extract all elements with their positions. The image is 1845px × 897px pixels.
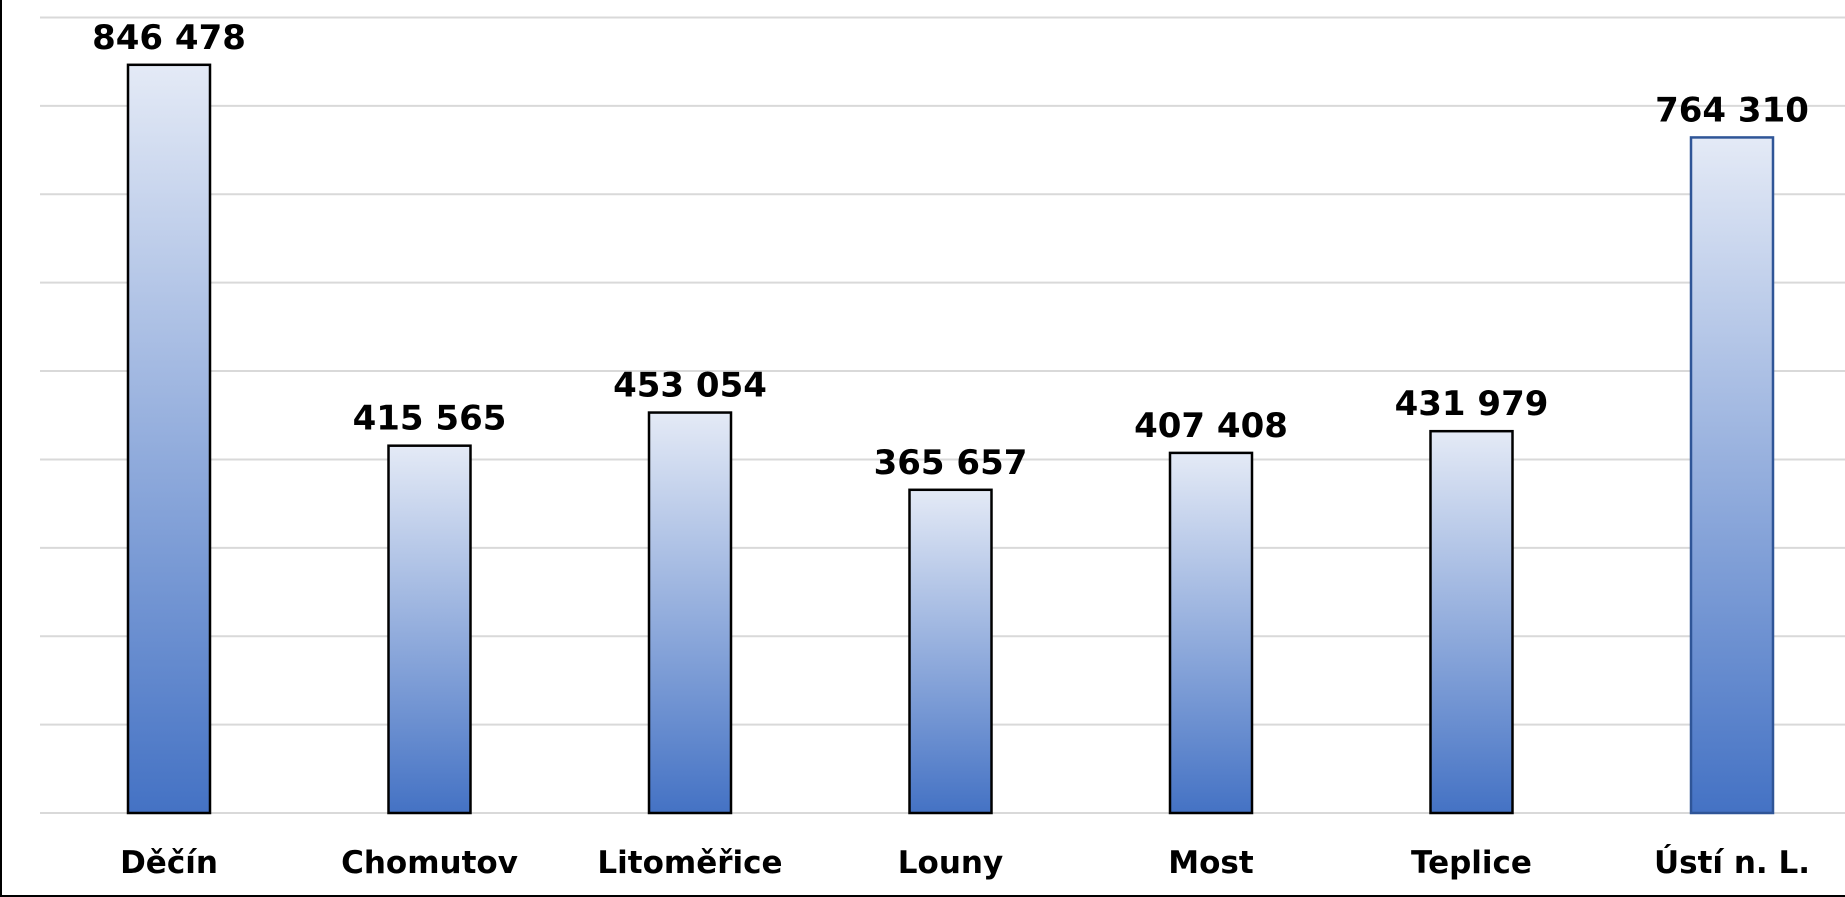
category-label-1: Děčín [120,845,218,881]
value-label-1: 846 478 [92,18,246,58]
value-label-2: 415 565 [353,399,507,439]
category-label-5: Most [1168,845,1254,881]
bar-4 [908,488,993,815]
gridlines [40,16,1845,814]
category-label-4: Louny [898,845,1003,881]
category-label-6: Teplice [1411,845,1532,881]
value-label-7: 764 310 [1655,90,1809,130]
bar-5 [1168,451,1254,815]
value-label-6: 431 979 [1395,384,1549,424]
bar-7 [1689,136,1775,815]
bar-3 [647,411,733,815]
category-label-3: Litoměřice [597,845,782,881]
value-labels: 846 478 415 565 453 054 365 657 407 408 431 9… [92,18,1809,483]
value-label-3: 453 054 [613,366,767,406]
category-labels: Děčín Chomutov Litoměřice Louny Most Teplice Ú… [120,844,1810,881]
bar-1 [126,63,212,815]
bar-6 [1429,429,1514,815]
value-label-4: 365 657 [874,443,1028,483]
value-label-5: 407 408 [1134,406,1288,446]
bars [126,63,1775,815]
bar-2 [387,444,472,815]
category-label-7: Ústí n. L. [1654,844,1810,881]
category-label-2: Chomutov [341,845,518,881]
